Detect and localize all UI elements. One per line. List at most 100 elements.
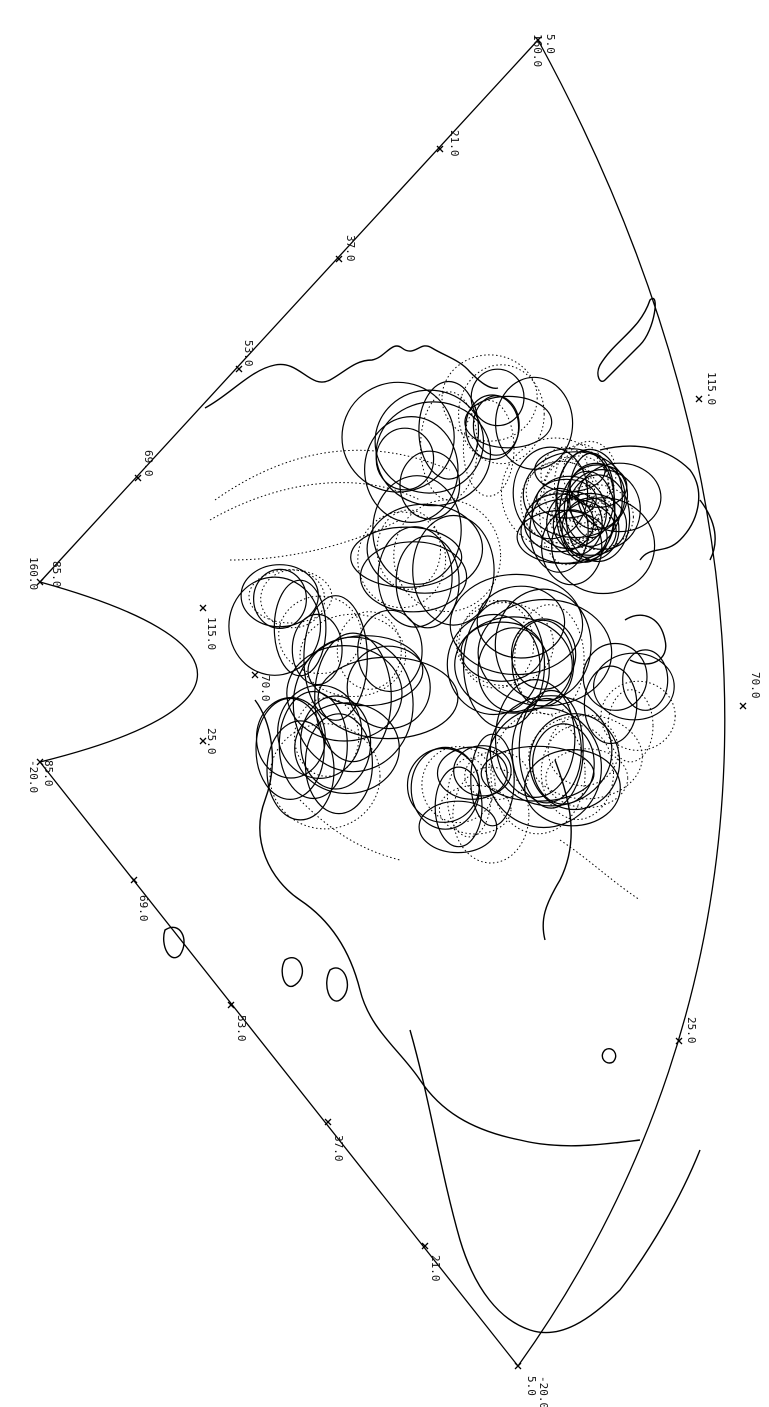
coastline-southwest (409, 1029, 701, 1334)
storm-track-loop (510, 618, 577, 690)
label-right-lat-69: 69.0 (142, 450, 155, 477)
storm-track-loop (260, 569, 326, 629)
label-bottom-left-lat: 5.0 (525, 1376, 538, 1396)
storm-track-loop (377, 526, 453, 628)
label-right-lat-21: 21.0 (448, 130, 461, 157)
storm-track-loop (536, 478, 597, 519)
storm-track-loop (528, 713, 621, 811)
storm-track-loop (420, 391, 478, 501)
label-outer-lon-70: 70.0 (749, 672, 762, 699)
label-top-left-lat: 85.0 (50, 561, 63, 588)
storm-track-loop (436, 746, 508, 800)
storm-track-loop (438, 784, 512, 835)
storm-track-loop (512, 446, 589, 540)
storm-track-loop (480, 745, 595, 802)
label-left-lat-21: 21.0 (429, 1255, 442, 1282)
coastline-south-cape (542, 759, 617, 1064)
storm-track-loop (545, 748, 629, 809)
storm-track-loop (622, 649, 669, 711)
storm-track-loop (543, 455, 614, 528)
storm-track-loop (253, 568, 308, 630)
storm-track-loop (607, 689, 654, 763)
storm-track-loop (547, 715, 619, 787)
storm-track-arc (299, 799, 401, 861)
storm-track-loop (458, 364, 545, 465)
storm-track-loop (477, 627, 550, 713)
storm-track-loop (366, 503, 484, 594)
label-top-right-lon: 160.0 (531, 34, 544, 67)
storm-track-loop (600, 680, 676, 751)
label-inner-lon-115: 115.0 (205, 617, 218, 650)
storm-track-loop (524, 491, 611, 545)
label-top-left-lon: 160.0 (27, 557, 40, 590)
frame-inner-arc (39, 581, 198, 763)
storm-track-loop (514, 604, 585, 715)
storm-track-loop (558, 470, 616, 558)
storm-track-loop (286, 644, 403, 742)
storm-track-loop (453, 745, 512, 797)
map-labels: 5.0 160.0 21.0 37.0 53.0 69.0 85.0 160.0… (27, 34, 762, 1407)
storm-track-loop (549, 499, 598, 541)
storm-track-loop (418, 800, 498, 854)
storm-track-loop (472, 395, 520, 456)
storm-track-loop (341, 381, 455, 493)
storm-track-loop (248, 569, 333, 624)
storm-track-loop (528, 714, 643, 800)
storm-track-loop (524, 749, 621, 827)
storm-track-loop (569, 464, 628, 508)
storm-track-loop (458, 600, 535, 689)
label-inner-lon-70: 70.0 (259, 675, 272, 702)
label-left-lat-69: 69.0 (137, 895, 150, 922)
frame-bottom-left-edge (39, 761, 519, 1367)
storm-track-loop (494, 376, 574, 470)
storm-track-loop (412, 514, 495, 626)
storm-track-arc (229, 519, 401, 561)
label-right-lat-37: 37.0 (344, 235, 357, 262)
storm-track-loop (446, 613, 541, 716)
storm-track-loop (540, 725, 615, 820)
storm-track-loop (363, 416, 459, 524)
storm-track-loop (460, 621, 544, 682)
coastline-north (204, 345, 499, 409)
storm-track-loop (303, 595, 368, 721)
storm-track-loop (406, 747, 480, 823)
frame-outer-arc (517, 39, 726, 1367)
coastline-west (254, 699, 641, 1147)
storm-track-loop (593, 652, 675, 721)
storm-track-loop (454, 616, 573, 714)
storm-track-arc (214, 449, 451, 501)
label-outer-lon-115: 115.0 (705, 372, 718, 405)
storm-track-loop (456, 602, 554, 687)
storm-track-loop (464, 750, 529, 800)
storm-track-loop (346, 645, 431, 730)
storm-track-loop (540, 446, 590, 502)
storm-track-loop (277, 684, 363, 780)
storm-track-loop (520, 460, 603, 544)
storm-track-loop (523, 493, 595, 553)
storm-track-loop (582, 642, 648, 711)
label-outer-lon-25: 25.0 (685, 1017, 698, 1044)
storm-track-loop (494, 678, 576, 798)
storm-track-loop (462, 600, 546, 729)
storm-track-loop (314, 632, 392, 763)
coastline-south (624, 499, 716, 665)
storm-track-loop (464, 395, 553, 449)
coastline-east (597, 297, 656, 382)
storm-track-loop (462, 399, 515, 497)
storm-track-loop (470, 733, 515, 827)
storm-track-arc (559, 839, 641, 901)
label-right-lat-53: 53.0 (242, 340, 255, 367)
storm-track-loop (577, 462, 662, 533)
storm-track-loop (566, 462, 626, 530)
storm-track-loop (228, 576, 322, 676)
storm-track-loop (539, 456, 594, 566)
storm-track-loop (531, 475, 608, 550)
storm-track-loop (255, 697, 325, 801)
storm-track-loop (299, 613, 407, 698)
label-left-lat-53: 53.0 (235, 1015, 248, 1042)
coastline-islands-left (163, 926, 349, 1002)
storm-track-loop (485, 707, 602, 829)
storm-track-loop (418, 380, 480, 480)
storm-track-loop (336, 611, 402, 690)
storm-track-loop (357, 511, 447, 609)
